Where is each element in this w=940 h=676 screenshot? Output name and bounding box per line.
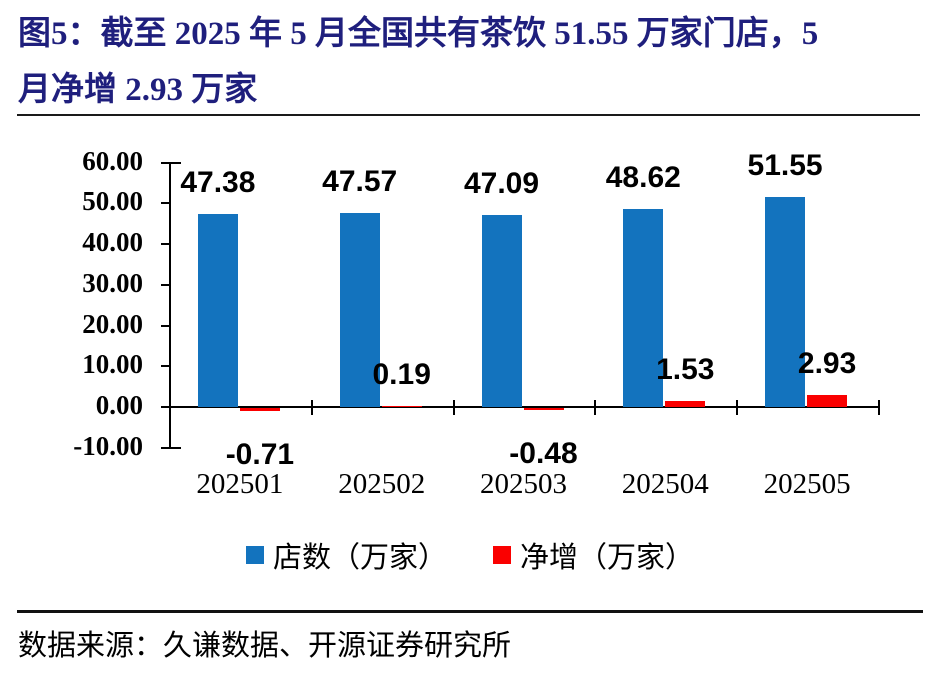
bar-net-adds-202504 (665, 400, 706, 407)
legend-item-stores: 店数（万家） (245, 534, 447, 576)
net-adds-legend-swatch (493, 546, 511, 564)
net-adds-value-label: 0.19 (372, 358, 431, 392)
x-axis-tick (878, 400, 880, 415)
x-axis (169, 406, 880, 408)
y-axis-tick (161, 446, 169, 449)
x-axis-category-label: 202501 (196, 468, 284, 500)
figure-title-line2: 月净增 2.93 万家 (18, 72, 258, 108)
bar-net-adds-202502 (381, 406, 422, 408)
net-adds-value-label: 2.93 (797, 347, 857, 381)
bar-net-adds-202501 (239, 408, 280, 411)
y-axis-tick-label: 20.00 (82, 308, 143, 339)
x-axis-tick (594, 400, 597, 415)
bar-net-adds-202503 (523, 408, 564, 410)
bar-stores-202505 (765, 197, 806, 407)
y-axis-tick-label: 0.00 (95, 390, 143, 420)
y-axis-tick (161, 161, 169, 164)
y-axis-tick (161, 406, 169, 408)
bar-stores-202503 (481, 215, 522, 407)
y-axis-tick (161, 243, 169, 246)
net-adds-value-label: 1.53 (656, 352, 715, 386)
y-axis-tick-label: 60.00 (82, 145, 143, 176)
net-adds-value-label: -0.71 (225, 437, 295, 471)
footer-divider (17, 610, 923, 613)
stores-legend-label: 店数（万家） (272, 542, 447, 574)
bar-stores-202502 (339, 213, 380, 407)
y-axis-top-cap (169, 162, 181, 164)
x-axis-category-label: 202504 (621, 468, 709, 500)
x-axis-category-label: 202503 (480, 468, 567, 500)
y-axis-tick (161, 365, 169, 368)
x-axis-category-label: 202505 (763, 468, 851, 500)
stores-value-label: 47.38 (180, 166, 256, 200)
stores-legend-swatch (245, 546, 264, 564)
y-axis-tick-label: -10.00 (73, 430, 143, 461)
bar-chart: 60.00 50.00 40.00 30.00 20.00 10.00 0.00 -10.00… (73, 145, 880, 500)
y-axis-tick-label: 30.00 (82, 267, 143, 298)
bar-stores-202504 (623, 209, 664, 407)
bar-stores-202501 (197, 214, 238, 407)
figure-title: 图5：截至 2025 年 5 月全国共有茶饮 51.55 万家门店，5 月净增 … (18, 6, 923, 118)
y-axis-tick (161, 283, 169, 286)
x-axis-tick (452, 400, 455, 415)
y-axis (169, 163, 171, 448)
y-axis-tick (161, 202, 169, 205)
data-source: 数据来源：久谦数据、开源证券研究所 (18, 630, 512, 662)
y-axis-tick-label: 10.00 (82, 349, 143, 380)
net-adds-value-label: -0.48 (509, 436, 578, 470)
bar-net-adds-202505 (807, 395, 848, 407)
net-adds-legend-label: 净增（万家） (520, 542, 695, 574)
title-divider (17, 114, 920, 116)
stores-value-label: 51.55 (747, 149, 823, 183)
x-axis-tick (310, 400, 313, 415)
figure-title-line1: 图5：截至 2025 年 5 月全国共有茶饮 51.55 万家门店，5 (18, 16, 819, 52)
legend-item-net-adds: 净增（万家） (493, 534, 694, 576)
chart-legend: 店数（万家） 净增（万家） (0, 534, 940, 576)
y-axis-tick-label: 50.00 (82, 186, 143, 217)
y-axis-tick-label: 40.00 (82, 227, 143, 258)
x-axis-tick (736, 400, 739, 415)
stores-value-label: 47.09 (463, 167, 540, 201)
y-axis-tick (161, 324, 169, 327)
y-axis-bottom-cap (169, 447, 181, 449)
x-axis-category-label: 202502 (338, 468, 426, 500)
stores-value-label: 47.57 (322, 165, 398, 199)
stores-value-label: 48.62 (605, 161, 681, 195)
